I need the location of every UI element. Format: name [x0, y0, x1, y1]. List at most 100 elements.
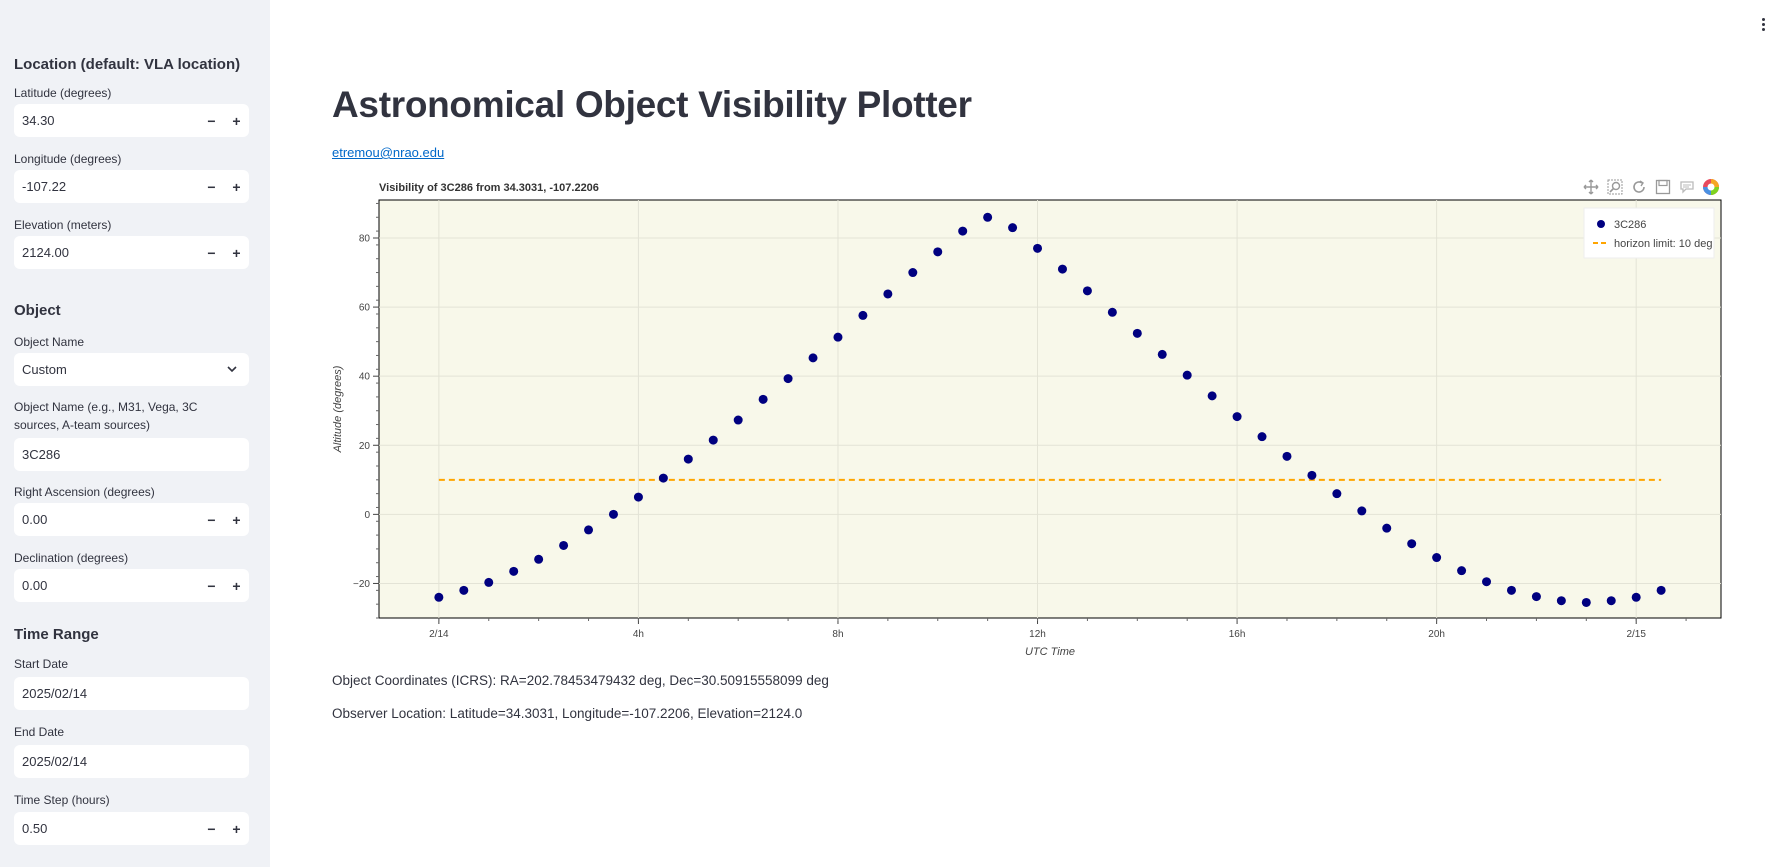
dec-increment-button[interactable]: + [232, 577, 241, 594]
elevation-decrement-button[interactable]: − [207, 244, 216, 261]
bokeh-logo-icon[interactable] [1702, 178, 1720, 196]
hover-icon[interactable] [1678, 178, 1696, 196]
visibility-chart[interactable]: −20 0 20 40 60 80 2/14 4h 8h 12h 16h 20h 2/15 UTC Ti… [300, 185, 1731, 678]
start-date-value[interactable]: 2025/02/14 [22, 686, 88, 701]
object-name-text-input[interactable]: 3C286 [14, 438, 249, 471]
box-zoom-icon[interactable] [1606, 178, 1624, 196]
dec-decrement-button[interactable]: − [207, 577, 216, 594]
data-point [1033, 243, 1043, 253]
end-date-value[interactable]: 2025/02/14 [22, 754, 88, 769]
data-point [1157, 349, 1167, 359]
data-point [459, 585, 469, 595]
object-coordinates-text: Object Coordinates (ICRS): RA=202.784534… [332, 673, 829, 688]
longitude-input[interactable]: -107.22 − + [14, 170, 249, 203]
data-point [1357, 506, 1367, 516]
dec-input[interactable]: 0.00 − + [14, 569, 249, 602]
data-point [1008, 223, 1018, 233]
ra-input[interactable]: 0.00 − + [14, 503, 249, 536]
dec-value[interactable]: 0.00 [22, 578, 48, 593]
pan-icon[interactable] [1582, 178, 1600, 196]
y-tick-label: 0 [364, 510, 370, 521]
sidebar: Location (default: VLA location) Latitud… [0, 0, 270, 867]
data-point [983, 212, 993, 222]
save-icon[interactable] [1654, 178, 1672, 196]
data-point [1556, 596, 1566, 606]
object-name-select-value[interactable]: Custom [22, 362, 67, 377]
longitude-increment-button[interactable]: + [232, 178, 241, 195]
data-point [1257, 432, 1267, 442]
time-step-increment-button[interactable]: + [232, 820, 241, 837]
latitude-label: Latitude (degrees) [14, 86, 112, 100]
data-point [559, 540, 569, 550]
time-step-value[interactable]: 0.50 [22, 821, 48, 836]
data-point [1432, 553, 1442, 563]
data-point [584, 525, 594, 535]
y-tick-label: −20 [353, 579, 370, 590]
chart-toolbar [1582, 178, 1720, 196]
legend-box [1583, 207, 1715, 259]
start-date-label: Start Date [14, 657, 69, 671]
data-point [758, 394, 768, 404]
page-title: Astronomical Object Visibility Plotter [332, 84, 972, 125]
time-range-header: Time Range [14, 626, 99, 643]
data-point [1382, 523, 1392, 533]
data-point [1107, 307, 1117, 317]
data-point [1282, 451, 1292, 461]
ra-value[interactable]: 0.00 [22, 512, 48, 527]
data-point [883, 289, 893, 299]
data-point [958, 226, 968, 236]
longitude-value[interactable]: -107.22 [22, 179, 67, 194]
latitude-value[interactable]: 34.30 [22, 113, 55, 128]
chevron-down-icon[interactable] [225, 362, 239, 376]
x-tick-label: 4h [633, 629, 644, 640]
data-series [434, 212, 1666, 607]
object-header: Object [14, 302, 61, 319]
longitude-decrement-button[interactable]: − [207, 178, 216, 195]
elevation-label: Elevation (meters) [14, 218, 112, 232]
time-step-label: Time Step (hours) [14, 793, 110, 807]
chart-title: Visibility of 3C286 from 34.3031, -107.2… [379, 182, 599, 194]
object-name-select-label: Object Name [14, 335, 85, 349]
data-point [783, 374, 793, 384]
latitude-increment-button[interactable]: + [232, 112, 241, 129]
ra-increment-button[interactable]: + [232, 511, 241, 528]
tick-labels: −20 0 20 40 60 80 2/14 4h 8h 12h 16h 20h 2/15 [353, 234, 1646, 641]
legend-marker-series [1597, 220, 1605, 228]
end-date-input[interactable]: 2025/02/14 [14, 745, 249, 778]
plot-area[interactable] [378, 199, 1722, 619]
start-date-input[interactable]: 2025/02/14 [14, 677, 249, 710]
time-step-input[interactable]: 0.50 − + [14, 812, 249, 845]
data-point [1407, 539, 1417, 549]
data-point [484, 577, 494, 587]
kebab-menu-icon[interactable] [1760, 18, 1766, 32]
data-point [683, 454, 693, 464]
legend-label-horizon: horizon limit: 10 deg [1614, 238, 1712, 250]
object-name-text-label: Object Name (e.g., M31, Vega, 3C sources… [14, 400, 198, 432]
data-point [1482, 577, 1492, 587]
legend: 3C286 horizon limit: 10 deg [1583, 207, 1715, 259]
main-content: Astronomical Object Visibility Plotter e… [270, 0, 1782, 867]
object-name-text-value[interactable]: 3C286 [22, 447, 61, 462]
object-name-select[interactable]: Custom [14, 353, 249, 386]
x-tick-label: 2/14 [429, 629, 449, 640]
data-point [1232, 412, 1242, 422]
x-tick-label: 16h [1229, 629, 1246, 640]
longitude-label: Longitude (degrees) [14, 152, 122, 166]
time-step-decrement-button[interactable]: − [207, 820, 216, 837]
ra-decrement-button[interactable]: − [207, 511, 216, 528]
latitude-input[interactable]: 34.30 − + [14, 104, 249, 137]
email-link[interactable]: etremou@nrao.edu [332, 145, 445, 160]
elevation-value[interactable]: 2124.00 [22, 245, 69, 260]
data-point [833, 332, 843, 342]
data-point [908, 268, 918, 278]
data-point [1207, 391, 1217, 401]
y-tick-label: 20 [359, 441, 371, 452]
reset-icon[interactable] [1630, 178, 1648, 196]
observer-location-text: Observer Location: Latitude=34.3031, Lon… [332, 706, 803, 721]
x-tick-label: 2/15 [1626, 629, 1646, 640]
latitude-decrement-button[interactable]: − [207, 112, 216, 129]
elevation-increment-button[interactable]: + [232, 244, 241, 261]
elevation-input[interactable]: 2124.00 − + [14, 236, 249, 269]
ra-label: Right Ascension (degrees) [14, 485, 155, 499]
grid-lines [379, 200, 1721, 618]
